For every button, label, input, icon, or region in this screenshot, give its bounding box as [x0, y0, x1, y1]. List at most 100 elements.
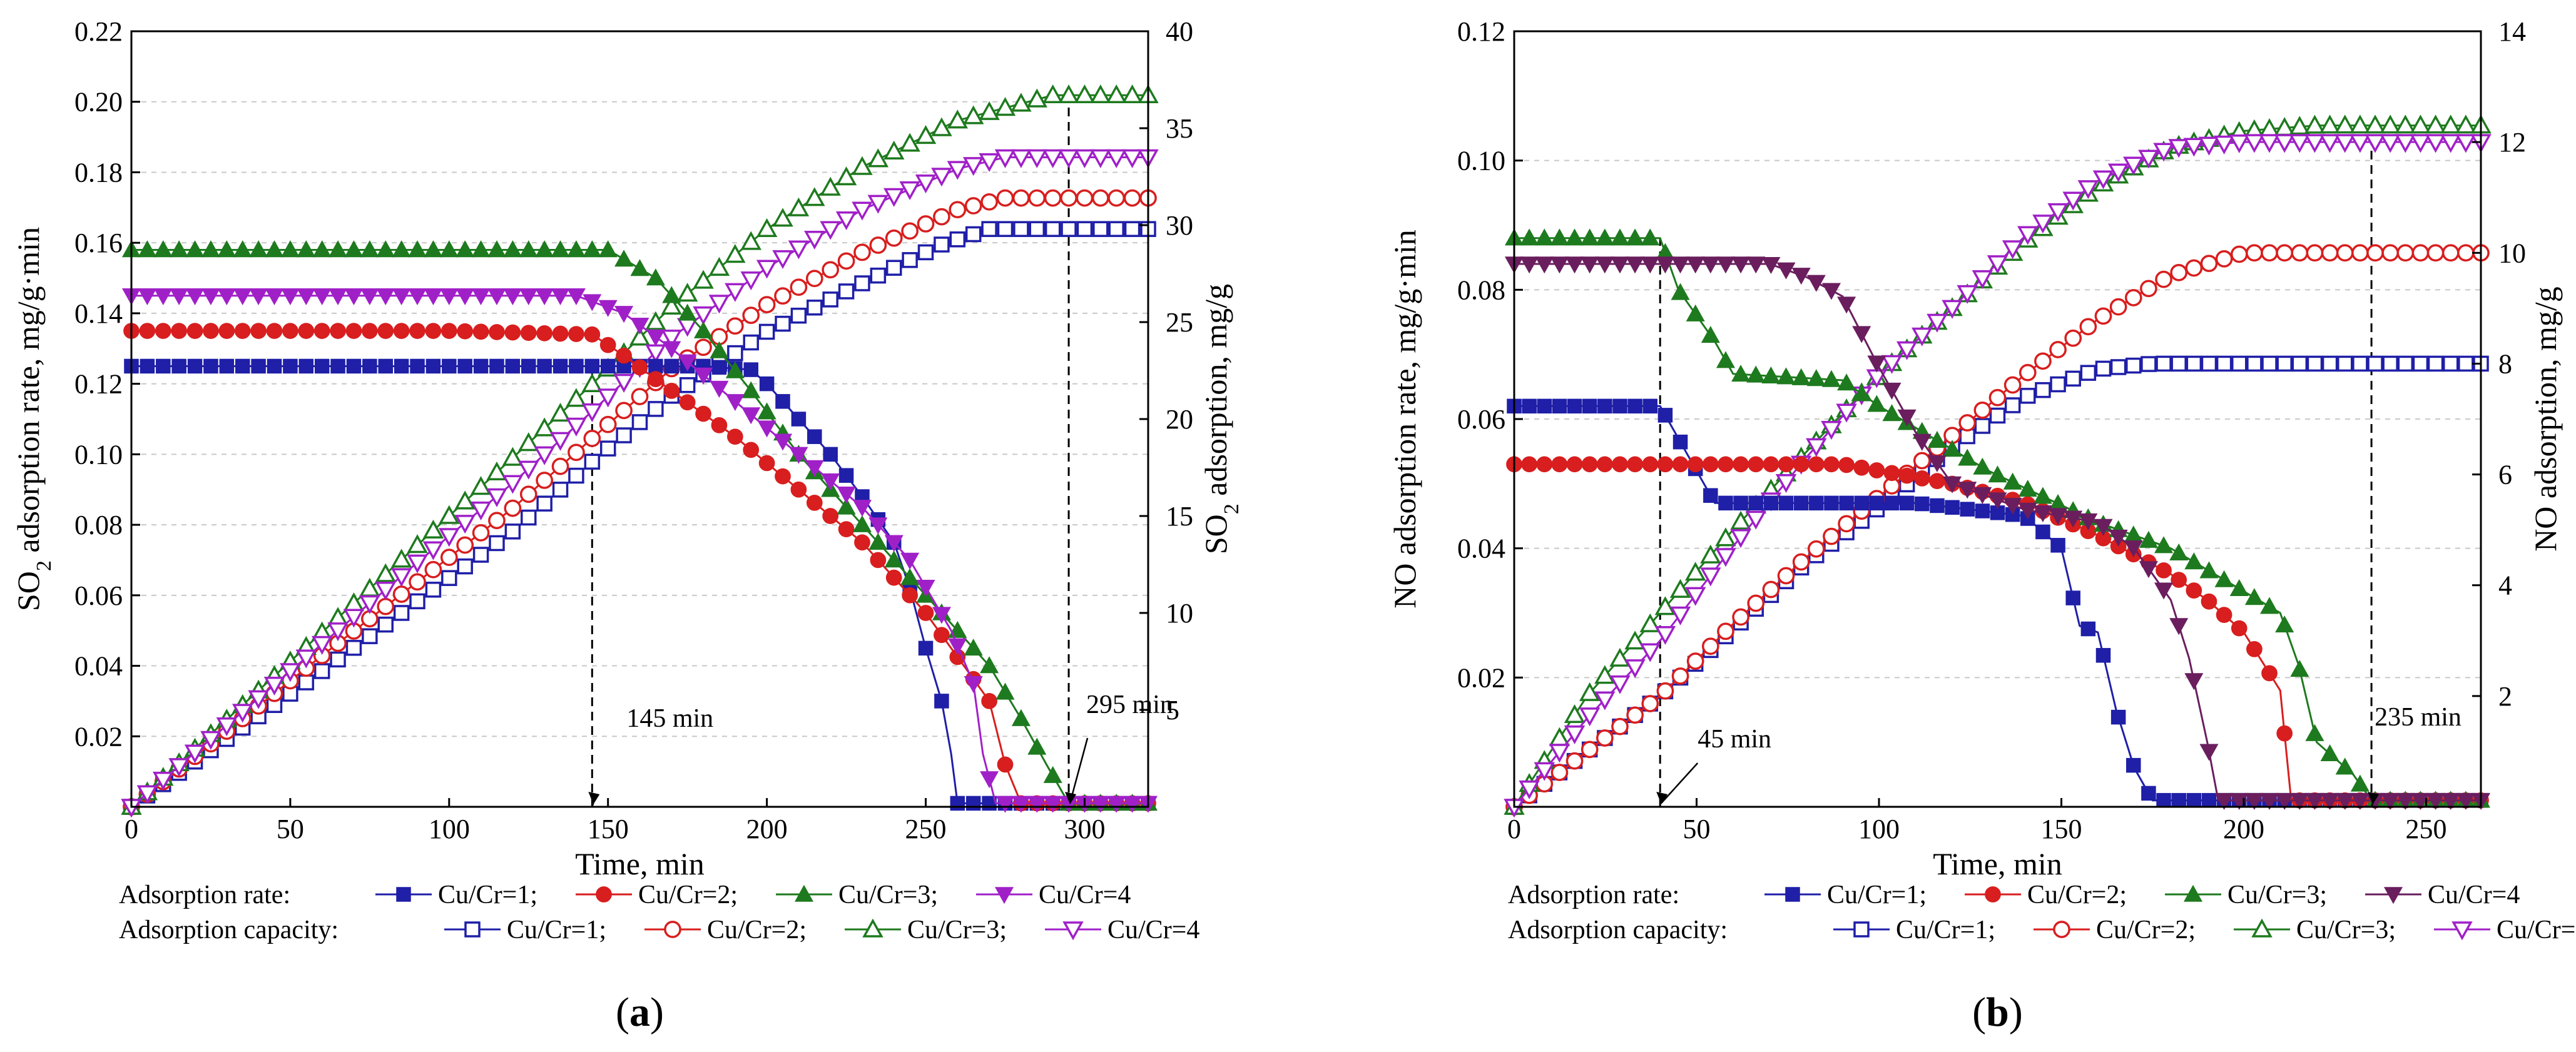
capacity-point: [1730, 510, 1751, 530]
y2-tick-label: 14: [2498, 16, 2526, 47]
rate-point: [2065, 590, 2080, 605]
capacity-point: [2020, 388, 2036, 404]
rate-point: [631, 359, 648, 376]
rate-point: [1776, 262, 1796, 280]
capacity-point: [1732, 608, 1749, 626]
capacity-point: [820, 221, 841, 240]
capacity-point: [1669, 579, 1691, 598]
capacity-point: [981, 221, 997, 237]
legend-prefix: Adsorption capacity:: [119, 916, 339, 944]
capacity-point: [184, 744, 206, 764]
annotation-arrow: [1069, 737, 1089, 804]
rate-point: [171, 358, 186, 374]
rate-point: [1791, 268, 1811, 285]
capacity-point: [1974, 418, 1991, 434]
rate-point: [249, 288, 268, 306]
capacity-point: [885, 229, 903, 247]
capacity-point: [439, 528, 460, 547]
rate-point: [806, 495, 823, 511]
rate-point: [456, 288, 475, 306]
capacity-point: [1972, 270, 1993, 290]
capacity-point: [1684, 587, 1706, 606]
y-axis-label-part: SO: [11, 571, 46, 611]
capacity-point: [2380, 114, 2401, 134]
rate-point: [2141, 786, 2156, 801]
capacity-point: [599, 415, 617, 433]
capacity-point: [568, 443, 585, 462]
capacity-point: [979, 101, 1000, 120]
capacity-point: [2349, 134, 2371, 153]
capacity-point: [2110, 359, 2127, 375]
capacity-point: [1671, 667, 1689, 685]
capacity-point: [2395, 114, 2416, 134]
rate-point: [439, 240, 459, 258]
x-axis-label: Time, min: [1933, 846, 2062, 881]
legend-label: Cu/Cr=3;: [838, 881, 938, 909]
capacity-point: [2319, 114, 2341, 134]
y2-tick-label: 20: [1166, 404, 1193, 435]
capacity-point: [472, 524, 490, 542]
rate-point: [1537, 398, 1552, 414]
capacity-point: [740, 231, 761, 250]
capacity-point: [758, 323, 775, 340]
x-tick-label: 0: [125, 814, 138, 844]
rate-point: [2260, 792, 2279, 810]
capacity-point: [1684, 562, 1706, 581]
capacity-point: [2171, 355, 2187, 372]
capacity-point: [2080, 365, 2097, 381]
y-axis-label-part: adsorption rate, mg/g·min: [11, 227, 46, 560]
capacity-point: [2261, 355, 2278, 372]
rate-point: [519, 288, 538, 306]
capacity-point: [470, 476, 492, 495]
capacity-point: [965, 226, 982, 243]
rate-point: [1642, 456, 1659, 473]
capacity-point: [852, 156, 873, 175]
y2-axis-label-part: SO: [1198, 514, 1233, 554]
capacity-point: [1121, 84, 1143, 104]
rate-point: [473, 358, 489, 374]
capacity-point: [472, 547, 489, 563]
rate-point: [170, 240, 189, 258]
capacity-point: [1124, 221, 1141, 237]
rate-point: [1943, 476, 1962, 493]
legend-prefix: Adsorption capacity:: [1508, 916, 1728, 944]
rate-point: [679, 394, 696, 411]
capacity-point: [2276, 244, 2294, 262]
capacity-point: [661, 295, 683, 315]
capacity-point: [1700, 544, 1721, 564]
rate-point: [1746, 256, 1766, 274]
capacity-point: [1011, 93, 1032, 112]
capacity-point: [534, 446, 555, 465]
panel-label-letter: b: [1986, 989, 2009, 1035]
capacity-point: [1609, 675, 1631, 694]
y2-axis-label-part: NO adsorption, mg/g: [2528, 286, 2563, 552]
rate-point: [2184, 673, 2204, 690]
capacity-point: [409, 573, 426, 591]
rate-point: [2335, 792, 2355, 810]
capacity-point: [2304, 134, 2326, 153]
legend-label: Cu/Cr=2;: [707, 916, 807, 944]
capacity-point: [1821, 421, 1842, 440]
rate-point: [1686, 256, 1705, 274]
rate-point: [280, 288, 300, 306]
capacity-point: [997, 221, 1014, 237]
rate-point: [297, 288, 316, 306]
rate-point: [566, 240, 586, 258]
rate-point: [298, 358, 314, 374]
capacity-point: [756, 218, 778, 237]
capacity-point: [488, 512, 506, 530]
capacity-point: [854, 275, 870, 291]
y2-tick-label: 25: [1166, 307, 1193, 338]
capacity-point: [2138, 149, 2159, 169]
rate-point: [757, 420, 776, 438]
rate-point: [1627, 456, 1643, 473]
rate-point: [2290, 792, 2309, 810]
capacity-point: [1700, 567, 1721, 587]
capacity-point: [2213, 135, 2235, 154]
capacity-point: [886, 260, 902, 276]
capacity-point: [899, 133, 920, 152]
y-tick-label: 0.08: [1457, 275, 1505, 305]
rate-point: [2156, 562, 2172, 579]
capacity-point: [216, 717, 238, 737]
rate-point: [1958, 448, 1977, 466]
